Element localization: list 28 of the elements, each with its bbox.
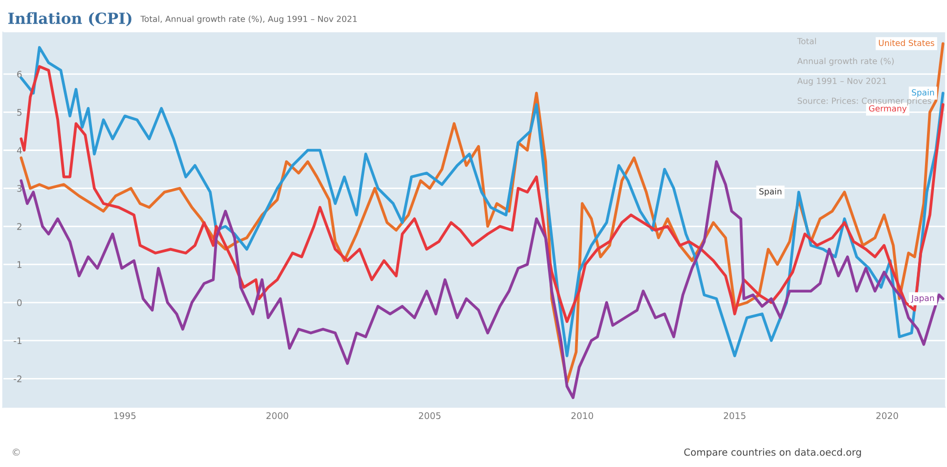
x-tick-label: 2000: [266, 412, 288, 420]
y-tick-label: 2: [17, 223, 22, 230]
annotation: Source: Prices: Consumer prices: [798, 97, 932, 106]
annotation: Aug 1991 – Nov 2021: [797, 78, 886, 86]
y-tick-label: 5: [17, 109, 22, 116]
text: ©: [12, 448, 20, 456]
x-tick-label: 2010: [571, 412, 594, 420]
y-tick-label: 0: [17, 299, 22, 306]
y-tick-label: -2: [14, 375, 22, 382]
y-tick-label: 1: [18, 261, 22, 268]
chart-subtitle: Total, Annual growth rate (%), Aug 1991 – Nov 2021: [140, 16, 357, 24]
chart-title: Inflation (CPI): [8, 12, 132, 26]
text: Germany: [869, 105, 907, 114]
y-tick-label: -1: [14, 337, 22, 344]
series-label: Spain: [912, 89, 934, 98]
y-tick-label: 4: [16, 147, 22, 154]
x-tick-label: 1995: [114, 412, 136, 420]
series-label: United States: [878, 40, 934, 46]
y-tick-label: 3: [17, 185, 22, 192]
x-tick-label: 2015: [724, 412, 746, 420]
text: Compare countries on data.oecd.org: [684, 448, 861, 458]
annotation: Spain: [759, 188, 782, 196]
series-label: Japan: [910, 294, 934, 303]
x-tick-label: 2005: [418, 412, 440, 420]
y-tick-label: 6: [17, 70, 22, 78]
annotation: Annual growth rate (%): [797, 58, 894, 66]
annotation: Total: [797, 38, 816, 44]
x-tick-label: 2020: [876, 412, 898, 420]
